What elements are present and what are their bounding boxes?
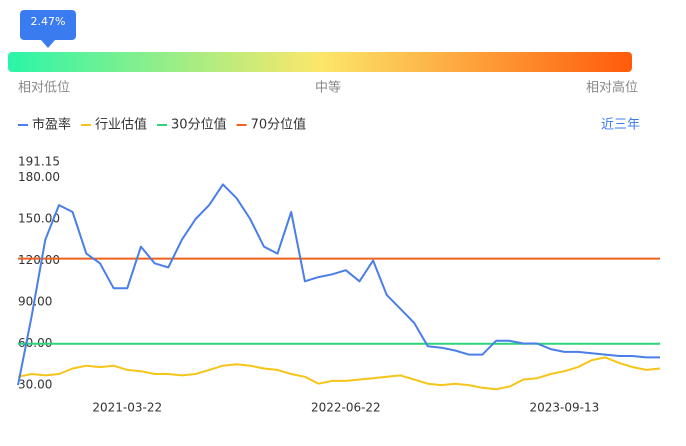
legend-label: 市盈率: [32, 117, 71, 133]
gauge-bar: [8, 52, 632, 72]
gauge-label: 相对高位: [586, 80, 638, 96]
y-tick-label: 150.00: [18, 211, 60, 225]
x-tick-label: 2022-06-22: [311, 401, 381, 415]
series-line: [17, 356, 661, 391]
tooltip-box: [20, 10, 76, 40]
series-line: [17, 183, 660, 386]
gauge-label: 中等: [315, 80, 341, 96]
gauge-label: 相对低位: [18, 81, 70, 96]
y-tick-label: 191.15: [18, 155, 60, 169]
y-tick-label: 180.00: [18, 170, 60, 184]
tooltip-arrow: [41, 40, 55, 48]
y-tick-label: 30.00: [18, 378, 52, 392]
x-tick-label: 2021-03-22: [92, 401, 162, 415]
gauge-marker: 2.47%: [20, 10, 76, 48]
x-tick-label: 2023-09-13: [530, 401, 600, 415]
y-tick-label: 120.00: [18, 253, 60, 267]
legend-label: 70分位值: [251, 117, 307, 133]
legend-label: 30分位值: [171, 117, 227, 133]
range-link[interactable]: 近三年: [601, 118, 640, 133]
gauge-value: 2.47%: [31, 15, 66, 28]
legend-label: 行业估值: [95, 117, 147, 133]
